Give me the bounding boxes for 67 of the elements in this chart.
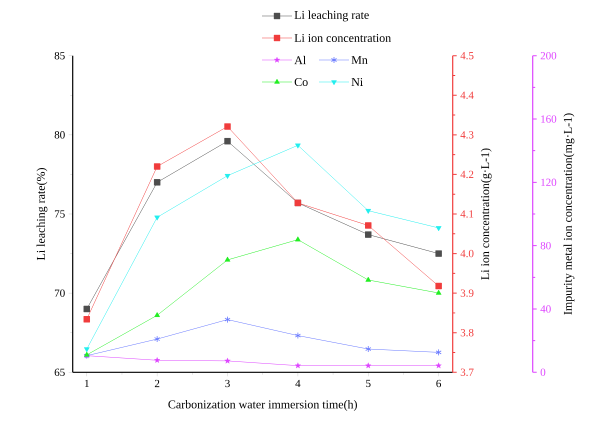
y3-axis-title: Impurity metal ion concentration(mg·L-1) <box>563 113 574 315</box>
y2-axis-title: Li ion concentration(g·L-1) <box>480 148 492 280</box>
y3-tick-label: 160 <box>541 115 556 123</box>
y-axis-title: Li leaching rate(%) <box>36 168 48 260</box>
point <box>154 216 160 221</box>
y2-tick-label: 4.0 <box>460 250 474 258</box>
y2-tick-label: 4.1 <box>460 210 474 218</box>
point <box>224 123 231 130</box>
point <box>154 163 160 170</box>
point <box>365 222 372 229</box>
legend-label: Li ion concentration <box>294 34 391 42</box>
point <box>224 358 231 364</box>
y2-tick-label: 4.2 <box>460 170 474 178</box>
y2-tick-label: 3.8 <box>460 329 474 336</box>
y-tick-label: 65 <box>54 368 65 376</box>
point <box>295 236 301 242</box>
point <box>365 231 372 238</box>
x-tick-label: 6 <box>436 380 442 388</box>
y-tick-label: 85 <box>54 52 65 60</box>
y2-tick-label: 4.3 <box>460 131 474 139</box>
x-tick-label: 5 <box>366 380 371 388</box>
y-tick-label: 75 <box>54 210 65 218</box>
y2-tick-label: 4.5 <box>460 52 474 60</box>
legend-label: Al <box>294 56 306 64</box>
point <box>436 362 442 368</box>
point <box>365 346 372 352</box>
y3-tick-label: 80 <box>540 242 551 250</box>
y2-tick-label: 3.7 <box>460 368 474 376</box>
y-tick-label: 80 <box>54 131 65 139</box>
point <box>365 276 372 282</box>
x-tick-label: 2 <box>154 380 160 388</box>
point <box>436 226 442 232</box>
point <box>154 336 160 342</box>
point <box>224 138 231 144</box>
point <box>224 316 231 323</box>
point <box>154 312 160 318</box>
point <box>365 208 372 214</box>
point <box>154 179 160 186</box>
x-tick-label: 1 <box>85 380 89 388</box>
x-tick-label: 4 <box>295 380 300 388</box>
point <box>294 332 301 339</box>
y3-tick-label: 120 <box>541 178 556 186</box>
legend-label: Ni <box>352 78 363 86</box>
y-tick-label: 70 <box>54 289 65 297</box>
x-axis-title: Carbonization water immersion time(h) <box>168 400 357 411</box>
point <box>154 357 160 363</box>
point <box>84 306 90 312</box>
y2-tick-label: 3.9 <box>460 289 474 297</box>
y3-tick-label: 200 <box>540 52 556 60</box>
point <box>436 290 442 295</box>
x-tick-label: 3 <box>225 380 230 388</box>
point <box>294 362 301 368</box>
point <box>365 362 372 368</box>
legend-label: Mn <box>352 56 368 64</box>
point <box>84 347 90 352</box>
y3-tick-label: 0 <box>540 368 546 376</box>
y3-tick-label: 40 <box>540 305 551 313</box>
point <box>435 250 442 257</box>
point <box>224 174 230 179</box>
y2-tick-label: 4.4 <box>460 92 474 99</box>
point <box>84 316 90 323</box>
point <box>436 348 442 356</box>
legend-label: Li leaching rate <box>294 10 369 22</box>
point <box>435 282 442 290</box>
point <box>224 256 230 262</box>
point <box>295 144 301 149</box>
legend-label: Co <box>294 78 308 86</box>
